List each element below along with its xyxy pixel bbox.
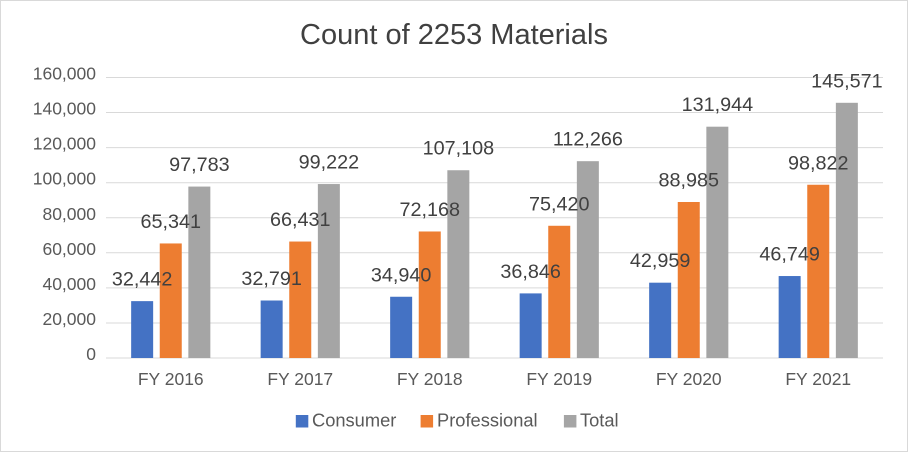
- svg-text:Professional: Professional: [437, 410, 538, 431]
- svg-text:98,822: 98,822: [788, 152, 849, 174]
- svg-text:80,000: 80,000: [42, 204, 96, 224]
- svg-text:20,000: 20,000: [42, 309, 96, 329]
- svg-text:34,940: 34,940: [371, 264, 432, 286]
- svg-text:120,000: 120,000: [33, 134, 97, 154]
- svg-text:42,959: 42,959: [630, 250, 691, 272]
- svg-text:32,442: 32,442: [112, 269, 173, 291]
- svg-text:FY 2020: FY 2020: [656, 369, 722, 389]
- svg-text:Consumer: Consumer: [312, 410, 396, 431]
- svg-text:FY 2019: FY 2019: [526, 369, 592, 389]
- svg-text:32,791: 32,791: [241, 268, 302, 290]
- svg-text:72,168: 72,168: [399, 199, 460, 221]
- svg-text:0: 0: [86, 344, 96, 364]
- svg-text:36,846: 36,846: [500, 261, 561, 283]
- svg-text:75,420: 75,420: [529, 193, 590, 215]
- svg-text:Total: Total: [580, 410, 619, 431]
- svg-text:140,000: 140,000: [33, 99, 97, 119]
- svg-text:131,944: 131,944: [682, 94, 754, 116]
- svg-text:97,783: 97,783: [169, 154, 230, 176]
- svg-text:FY 2021: FY 2021: [785, 369, 851, 389]
- svg-text:40,000: 40,000: [42, 274, 96, 294]
- svg-text:66,431: 66,431: [270, 209, 331, 231]
- svg-text:60,000: 60,000: [42, 239, 96, 259]
- svg-text:46,749: 46,749: [759, 244, 820, 266]
- svg-text:FY 2016: FY 2016: [138, 369, 204, 389]
- svg-text:160,000: 160,000: [33, 64, 97, 84]
- svg-text:100,000: 100,000: [33, 169, 97, 189]
- svg-text:112,266: 112,266: [553, 129, 623, 151]
- svg-text:145,571: 145,571: [811, 70, 883, 92]
- svg-text:107,108: 107,108: [423, 138, 495, 160]
- svg-text:FY 2017: FY 2017: [267, 369, 333, 389]
- svg-text:99,222: 99,222: [299, 152, 360, 174]
- svg-text:FY 2018: FY 2018: [397, 369, 463, 389]
- svg-text:88,985: 88,985: [658, 170, 719, 192]
- svg-text:65,341: 65,341: [140, 211, 201, 233]
